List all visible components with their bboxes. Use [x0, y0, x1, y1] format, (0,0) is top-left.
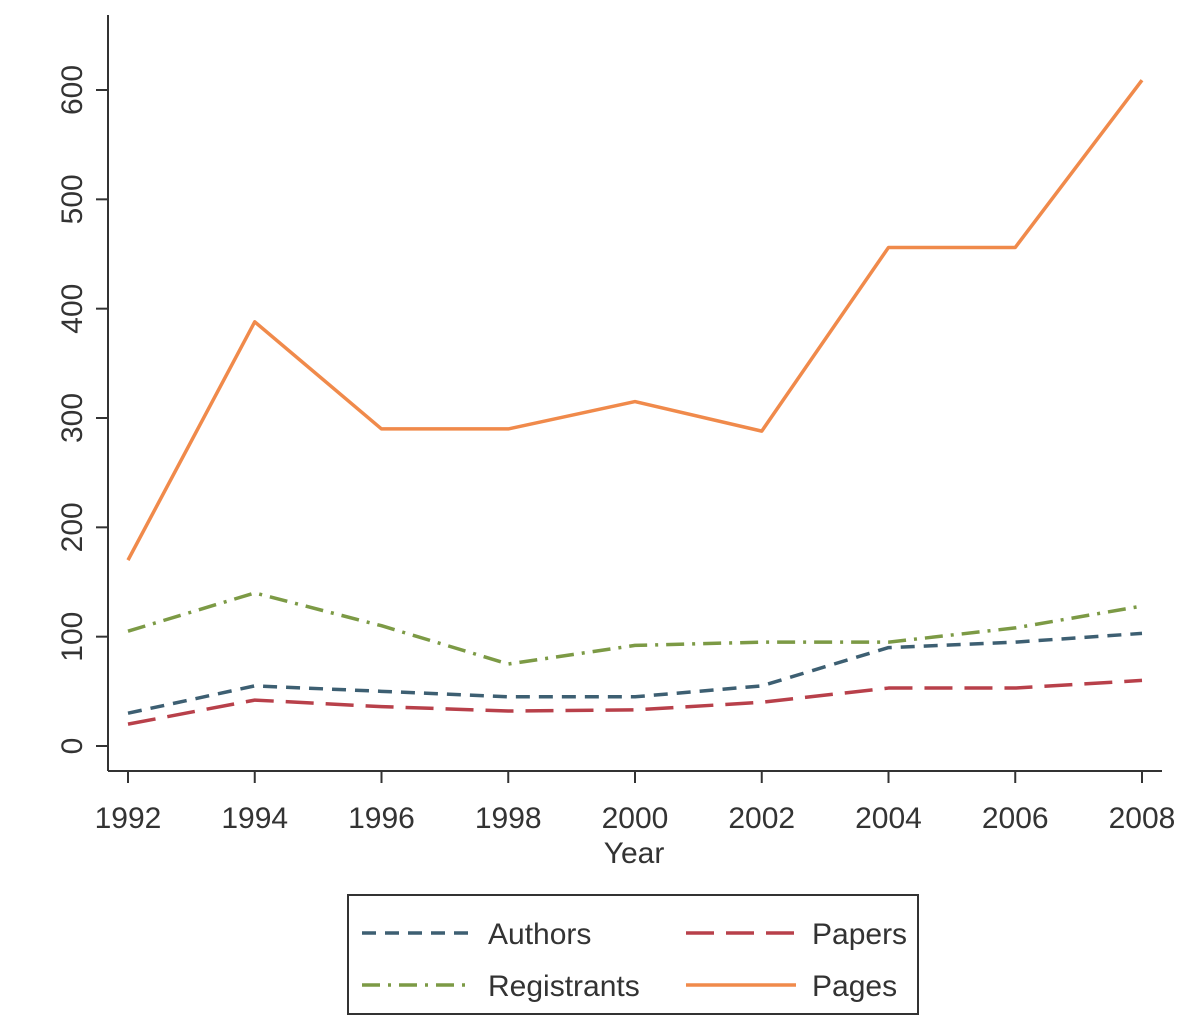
series-line-pages — [126, 79, 1144, 561]
legend-label-authors: Authors — [488, 918, 591, 951]
y-tick-label: 300 — [56, 393, 89, 443]
series-line-registrants — [127, 591, 1143, 666]
y-ticks: 0 100 200 300 400 500 600 — [56, 65, 108, 754]
axes — [107, 15, 1162, 772]
x-tick-label: 1994 — [221, 802, 288, 835]
legend-items: Authors Papers Registrants Pages — [362, 918, 907, 1003]
series-line-authors — [127, 631, 1143, 715]
y-tick-label: 500 — [56, 174, 89, 224]
y-tick-label: 400 — [56, 284, 89, 334]
x-axis-title: Year — [604, 837, 665, 870]
legend: Authors Papers Registrants Pages — [347, 894, 919, 1015]
x-tick-label: 2008 — [1109, 802, 1176, 835]
series-layer — [126, 79, 1144, 726]
x-tick-label: 2000 — [602, 802, 669, 835]
legend-label-pages: Pages — [812, 970, 897, 1003]
x-ticks: 1992 1994 1996 1998 2000 2002 2004 2006 2008 — [95, 771, 1176, 835]
series-line-papers — [127, 678, 1143, 726]
y-tick-label: 200 — [56, 502, 89, 552]
y-tick-label: 100 — [56, 612, 89, 662]
x-tick-label: 2006 — [982, 802, 1049, 835]
legend-label-registrants: Registrants — [488, 970, 640, 1003]
x-tick-label: 2004 — [855, 802, 922, 835]
x-tick-label: 1996 — [348, 802, 415, 835]
y-tick-label: 600 — [56, 65, 89, 115]
x-tick-label: 1992 — [95, 802, 162, 835]
legend-box — [347, 894, 919, 1015]
x-tick-label: 2002 — [728, 802, 795, 835]
x-tick-label: 1998 — [475, 802, 542, 835]
y-tick-label: 0 — [56, 738, 89, 755]
legend-label-papers: Papers — [812, 918, 907, 951]
